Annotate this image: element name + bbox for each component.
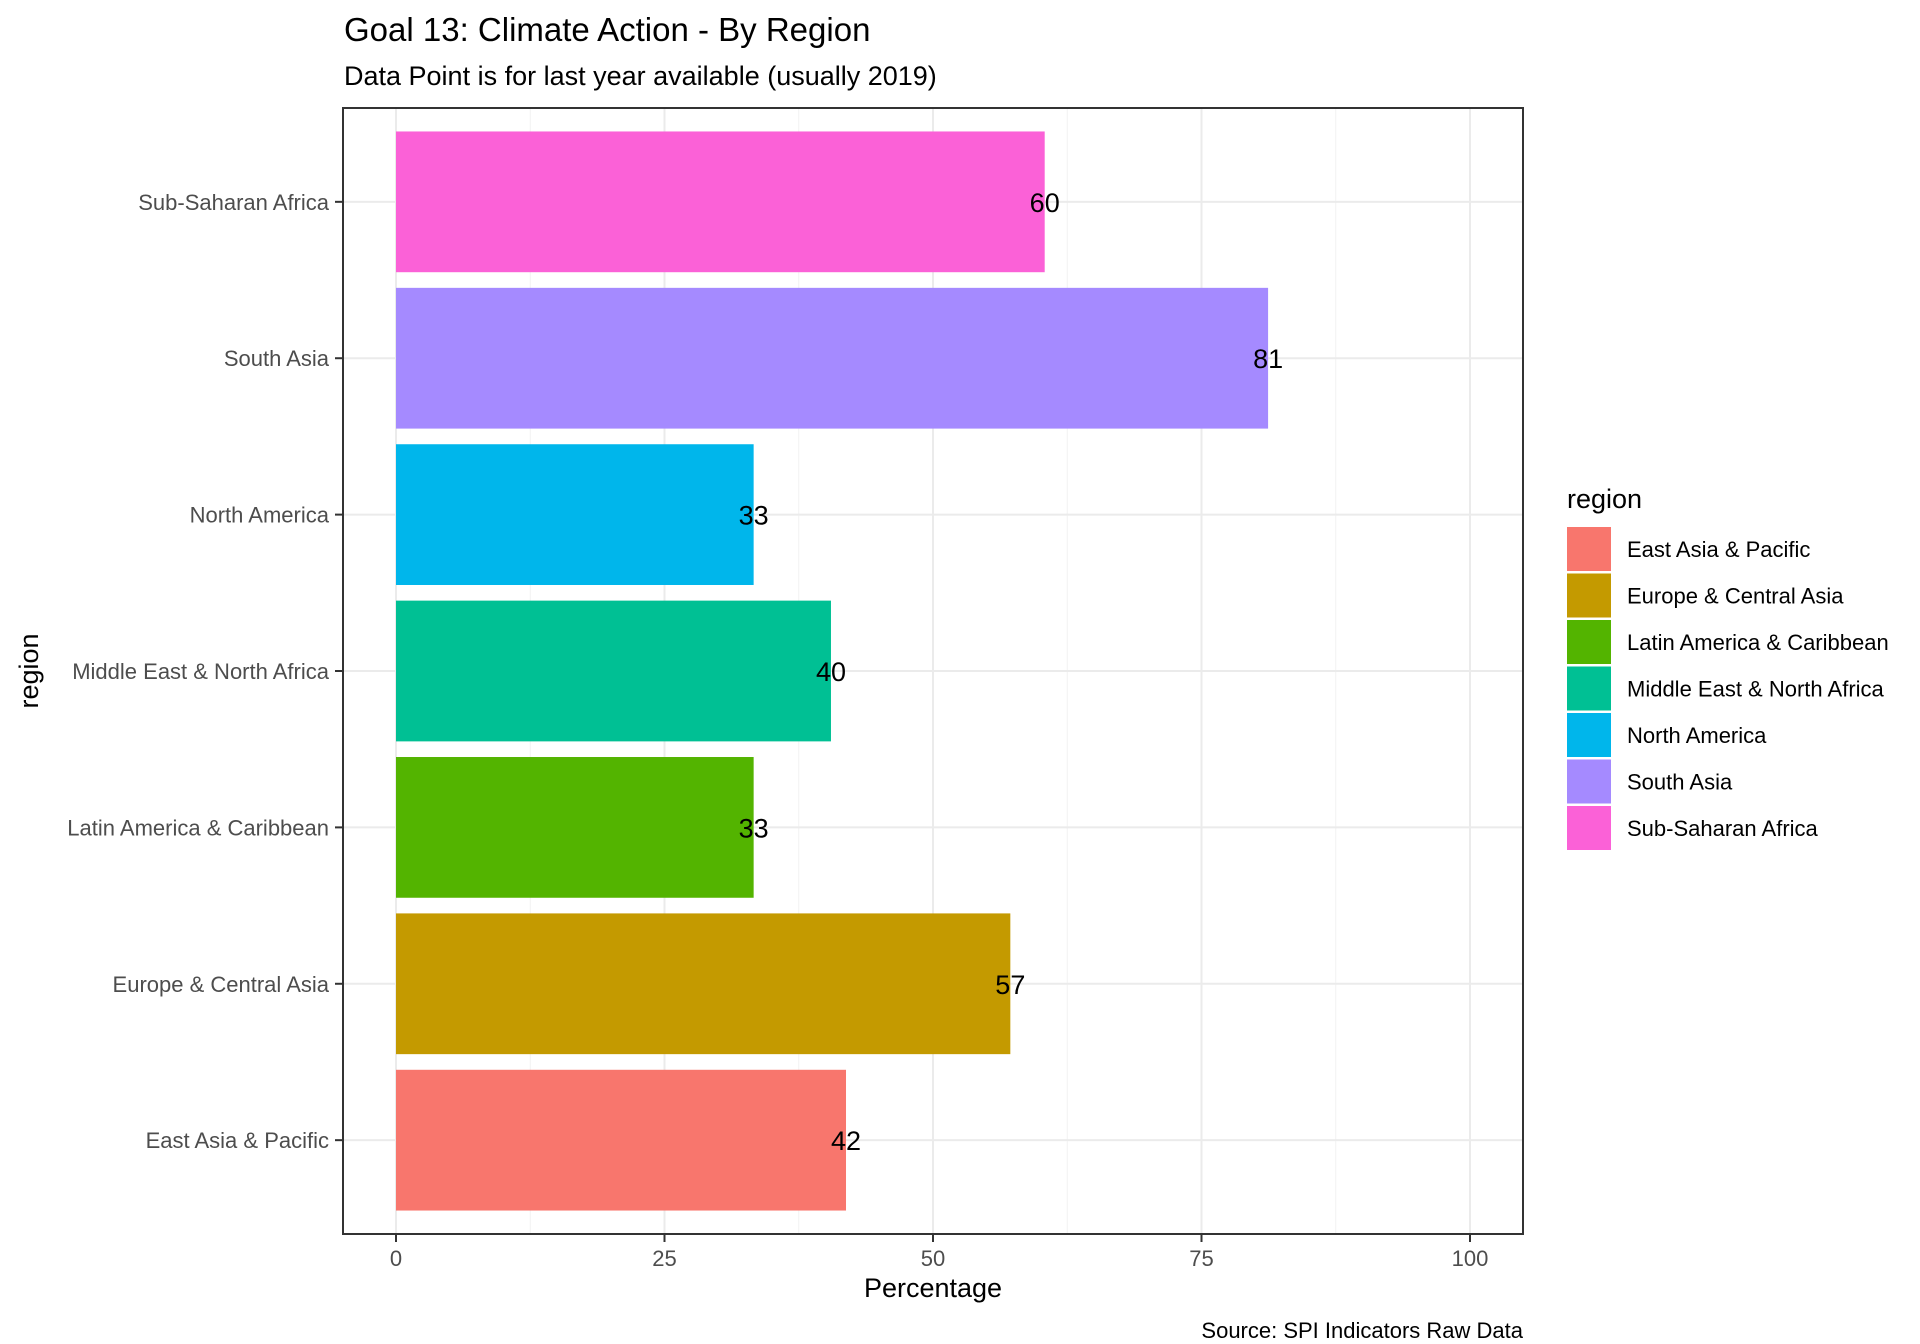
- bar: [396, 757, 754, 898]
- legend-item: Latin America & Caribbean: [1567, 620, 1889, 664]
- chart-title: Goal 13: Climate Action - By Region: [344, 11, 870, 48]
- legend-item: North America: [1567, 713, 1767, 757]
- y-tick-label: South Asia: [224, 346, 330, 371]
- bar-value-labels: 42 57 33 40 33 81 60: [739, 188, 1283, 1156]
- legend-label: Latin America & Caribbean: [1627, 630, 1889, 655]
- legend-item: East Asia & Pacific: [1567, 527, 1810, 571]
- legend-label: Middle East & North Africa: [1627, 677, 1885, 702]
- x-tick-label: 0: [390, 1246, 402, 1271]
- legend-swatch: [1567, 620, 1611, 664]
- chart-subtitle: Data Point is for last year available (u…: [344, 61, 937, 91]
- bar-value-label: 81: [1253, 344, 1283, 374]
- y-tick-label: Europe & Central Asia: [113, 972, 330, 997]
- legend-item: Middle East & North Africa: [1567, 666, 1885, 711]
- x-axis: 0 25 50 75 100: [390, 1234, 1488, 1271]
- legend-label: North America: [1627, 723, 1767, 748]
- legend-item: Sub-Saharan Africa: [1567, 806, 1819, 850]
- legend-swatch: [1567, 573, 1611, 618]
- bar: [396, 444, 754, 585]
- bar-value-label: 42: [831, 1126, 861, 1156]
- legend-swatch: [1567, 759, 1611, 804]
- bar: [396, 1069, 847, 1211]
- bar-value-label: 33: [739, 813, 769, 843]
- legend-label: Europe & Central Asia: [1627, 584, 1844, 609]
- y-tick-label: Sub-Saharan Africa: [138, 190, 330, 215]
- y-axis-title: region: [14, 633, 44, 708]
- y-tick-label: North America: [190, 503, 330, 528]
- legend-label: East Asia & Pacific: [1627, 537, 1810, 562]
- x-axis-title: Percentage: [864, 1273, 1002, 1303]
- y-tick-label: Latin America & Caribbean: [67, 815, 329, 840]
- legend-item: South Asia: [1567, 759, 1733, 804]
- bar-value-label: 40: [816, 657, 846, 687]
- legend-swatch: [1567, 527, 1611, 571]
- y-tick-label: East Asia & Pacific: [146, 1128, 329, 1153]
- x-tick-label: 25: [652, 1246, 676, 1271]
- legend-label: Sub-Saharan Africa: [1627, 816, 1819, 841]
- legend-label: South Asia: [1627, 770, 1733, 795]
- bars: [396, 131, 1269, 1211]
- bar-value-label: 57: [995, 970, 1025, 1000]
- x-tick-label: 50: [921, 1246, 945, 1271]
- y-axis: East Asia & Pacific Europe & Central Asia…: [67, 190, 343, 1153]
- legend-swatch: [1567, 806, 1611, 850]
- x-tick-label: 100: [1452, 1246, 1489, 1271]
- legend-item: Europe & Central Asia: [1567, 573, 1844, 618]
- y-tick-label: Middle East & North Africa: [72, 659, 330, 684]
- bar: [396, 913, 1011, 1055]
- chart-caption: Source: SPI Indicators Raw Data: [1201, 1318, 1523, 1343]
- bar: [396, 131, 1045, 273]
- legend-swatch: [1567, 713, 1611, 757]
- legend: East Asia & Pacific Europe & Central Asia…: [1567, 527, 1889, 850]
- x-tick-label: 75: [1189, 1246, 1213, 1271]
- bar: [396, 600, 831, 742]
- bar-value-label: 60: [1030, 188, 1060, 218]
- legend-swatch: [1567, 666, 1611, 711]
- bar-value-label: 33: [739, 501, 769, 531]
- bar: [396, 287, 1269, 429]
- legend-title: region: [1567, 484, 1642, 514]
